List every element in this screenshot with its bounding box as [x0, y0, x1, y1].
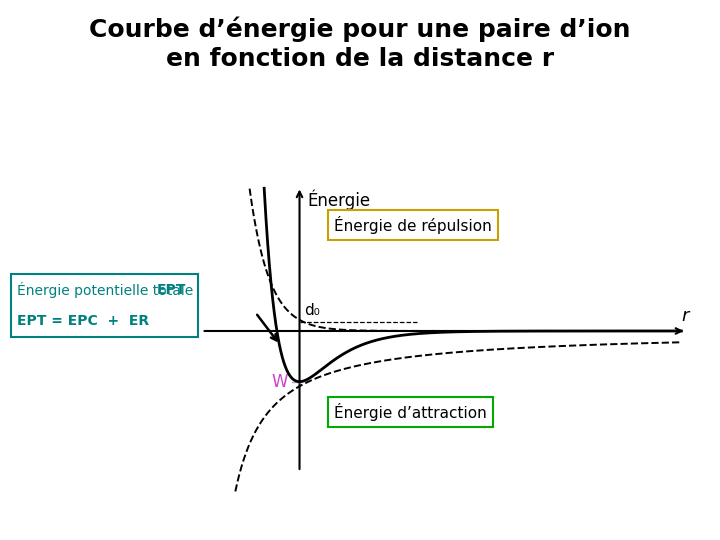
- Text: r: r: [681, 307, 689, 326]
- FancyBboxPatch shape: [11, 273, 198, 337]
- Text: Énergie d’attraction: Énergie d’attraction: [334, 403, 487, 421]
- Text: EPT = EPC  +  ER: EPT = EPC + ER: [17, 314, 149, 328]
- Text: d₀: d₀: [305, 303, 320, 318]
- Text: W: W: [271, 373, 288, 390]
- Text: Courbe d’énergie pour une paire d’ion
en fonction de la distance r: Courbe d’énergie pour une paire d’ion en…: [89, 16, 631, 71]
- Text: Énergie potentielle totale: Énergie potentielle totale: [17, 282, 197, 298]
- Text: EPT: EPT: [157, 282, 186, 296]
- Text: Énergie de répulsion: Énergie de répulsion: [334, 216, 492, 234]
- Text: Énergie: Énergie: [307, 190, 371, 210]
